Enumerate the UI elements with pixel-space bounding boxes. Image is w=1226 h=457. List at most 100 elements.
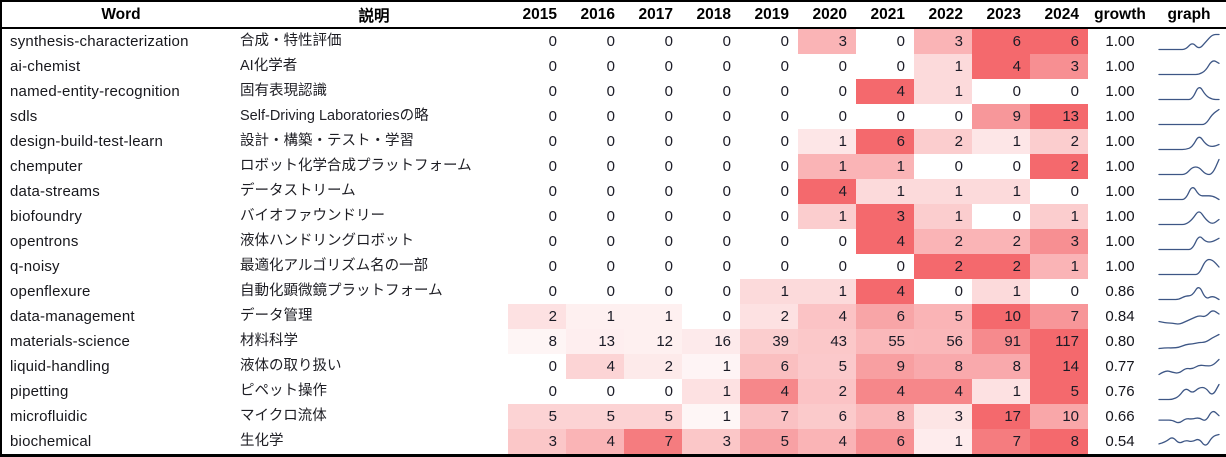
sparkline-chart bbox=[1158, 236, 1220, 251]
table-row: opentrons 液体ハンドリングロボット 0 0 0 0 0 0 4 2 2 3 1.00 bbox=[2, 229, 1226, 254]
table-header-row: Word 説明 2015 2016 2017 2018 2019 2020 20… bbox=[2, 2, 1226, 29]
heat-cell: 0 bbox=[508, 354, 566, 379]
heat-cell: 4 bbox=[798, 179, 856, 204]
sparkline-chart bbox=[1158, 287, 1220, 301]
heat-cell: 43 bbox=[798, 329, 856, 354]
sparkline-path bbox=[1158, 236, 1220, 251]
column-header-2022: 2022 bbox=[928, 5, 963, 23]
heat-cell: 0 bbox=[508, 29, 566, 54]
description-label: 液体の取り扱い bbox=[240, 358, 342, 374]
heat-cell: 117 bbox=[1030, 329, 1088, 354]
heat-cell: 0 bbox=[566, 379, 624, 404]
heat-cell: 0 bbox=[914, 279, 972, 304]
column-header-2024: 2024 bbox=[1044, 5, 1079, 23]
heat-cell: 3 bbox=[914, 29, 972, 54]
heat-cell: 1 bbox=[972, 279, 1030, 304]
column-header-word: Word bbox=[101, 5, 141, 23]
heat-cell: 1 bbox=[856, 179, 914, 204]
trend-sparkline bbox=[1152, 429, 1226, 454]
word-label: opentrons bbox=[10, 233, 79, 250]
sparkline-path bbox=[1158, 310, 1220, 325]
heat-cell: 0 bbox=[798, 254, 856, 279]
heat-cell: 0 bbox=[566, 254, 624, 279]
sparkline-chart bbox=[1158, 333, 1220, 350]
growth-value: 1.00 bbox=[1105, 108, 1135, 125]
heat-cell: 91 bbox=[972, 329, 1030, 354]
table-row: microfluidic マイクロ流体 5 5 5 1 7 6 8 3 17 10 0.66 bbox=[2, 404, 1226, 429]
heat-cell: 1 bbox=[798, 154, 856, 179]
heat-cell: 2 bbox=[798, 379, 856, 404]
heat-cell: 1 bbox=[914, 429, 972, 454]
description-label: 生化学 bbox=[240, 433, 284, 449]
heat-cell: 0 bbox=[624, 379, 682, 404]
heat-cell: 2 bbox=[624, 354, 682, 379]
heat-cell: 0 bbox=[682, 279, 740, 304]
heat-cell: 0 bbox=[508, 104, 566, 129]
heat-cell: 0 bbox=[972, 204, 1030, 229]
heat-cell: 0 bbox=[740, 179, 798, 204]
heat-cell: 4 bbox=[566, 429, 624, 454]
trend-sparkline bbox=[1152, 404, 1226, 429]
sparkline-chart bbox=[1158, 433, 1220, 446]
heat-cell: 0 bbox=[856, 104, 914, 129]
sparkline-path bbox=[1158, 60, 1220, 76]
heat-cell: 0 bbox=[914, 154, 972, 179]
heat-cell: 0 bbox=[682, 104, 740, 129]
growth-value: 1.00 bbox=[1105, 183, 1135, 200]
heat-cell: 1 bbox=[624, 304, 682, 329]
heat-cell: 0 bbox=[682, 29, 740, 54]
heat-cell: 3 bbox=[508, 429, 566, 454]
heat-cell: 2 bbox=[972, 229, 1030, 254]
trend-sparkline bbox=[1152, 29, 1226, 54]
sparkline-path bbox=[1158, 211, 1220, 226]
growth-value: 1.00 bbox=[1105, 58, 1135, 75]
heat-cell: 6 bbox=[740, 354, 798, 379]
heat-cell: 8 bbox=[914, 354, 972, 379]
heat-cell: 1 bbox=[798, 204, 856, 229]
sparkline-chart bbox=[1158, 33, 1220, 51]
heat-cell: 0 bbox=[508, 154, 566, 179]
trend-sparkline bbox=[1152, 254, 1226, 279]
trend-sparkline bbox=[1152, 279, 1226, 304]
description-label: 合成・特性評価 bbox=[240, 33, 342, 49]
heat-cell: 0 bbox=[566, 54, 624, 79]
growth-value: 0.77 bbox=[1105, 358, 1135, 375]
growth-value: 1.00 bbox=[1105, 233, 1135, 250]
heat-cell: 1 bbox=[1030, 204, 1088, 229]
heat-cell: 1 bbox=[798, 129, 856, 154]
heat-cell: 2 bbox=[508, 304, 566, 329]
heat-cell: 5 bbox=[508, 404, 566, 429]
word-label: named-entity-recognition bbox=[10, 83, 180, 100]
heat-cell: 5 bbox=[740, 429, 798, 454]
word-label: ai-chemist bbox=[10, 58, 81, 75]
heat-cell: 1 bbox=[972, 129, 1030, 154]
heat-cell: 3 bbox=[1030, 54, 1088, 79]
heat-cell: 0 bbox=[624, 204, 682, 229]
heat-cell: 8 bbox=[856, 404, 914, 429]
sparkline-chart bbox=[1158, 108, 1220, 126]
heat-cell: 0 bbox=[972, 79, 1030, 104]
heat-cell: 0 bbox=[624, 79, 682, 104]
heat-cell: 4 bbox=[914, 379, 972, 404]
heat-cell: 1 bbox=[1030, 254, 1088, 279]
heat-cell: 0 bbox=[856, 29, 914, 54]
word-label: materials-science bbox=[10, 333, 131, 350]
heat-cell: 2 bbox=[914, 254, 972, 279]
heat-cell: 4 bbox=[972, 54, 1030, 79]
heat-cell: 0 bbox=[1030, 179, 1088, 204]
growth-value: 1.00 bbox=[1105, 158, 1135, 175]
heat-cell: 4 bbox=[740, 379, 798, 404]
sparkline-path bbox=[1158, 136, 1220, 151]
sparkline-path bbox=[1158, 287, 1220, 301]
word-label: pipetting bbox=[10, 383, 69, 400]
word-label: openflexure bbox=[10, 283, 91, 300]
word-label: biofoundry bbox=[10, 208, 83, 225]
table-row: biofoundry バイオファウンドリー 0 0 0 0 0 1 3 1 0 1 1.00 bbox=[2, 204, 1226, 229]
heat-cell: 1 bbox=[682, 379, 740, 404]
heat-cell: 0 bbox=[624, 29, 682, 54]
sparkline-chart bbox=[1158, 211, 1220, 226]
description-label: マイクロ流体 bbox=[240, 408, 327, 424]
